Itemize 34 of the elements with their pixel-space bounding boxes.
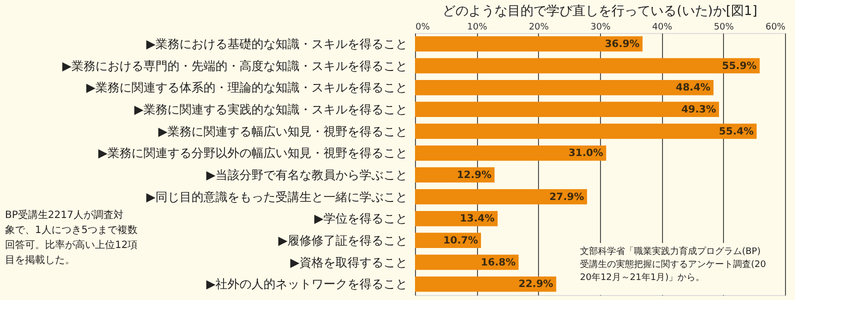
data-label: 27.9%: [549, 192, 584, 203]
y-tick-label: ▶業務に関連する分野以外の幅広い知見・視野を得ること: [98, 146, 408, 160]
chart-title: どのような目的で学び直しを行っている(いた)か[図1]: [442, 4, 758, 19]
x-tick-label: 0%: [416, 22, 430, 32]
data-label: 48.4%: [676, 82, 710, 94]
x-tick-label: 60%: [765, 22, 786, 32]
y-tick-label: ▶業務に関連する体系的・理論的な知識・スキルを得ること: [86, 80, 408, 95]
annotation: 文部科学省「職業実践力育成プログラム(BP)受講生の実態把握に関するアンケート調査(2020年12月～21年1月)」から。: [580, 246, 766, 283]
y-tick-label: ▶当該分野で有名な教員から学ぶこと: [206, 168, 408, 182]
y-tick-label: ▶業務における基礎的な知識・スキルを得ること: [146, 36, 408, 51]
data-label: 49.3%: [681, 104, 716, 116]
y-tick-label: ▶資格を取得すること: [290, 255, 408, 270]
y-tick-label: ▶業務における専門的・先端的・高度な知識・スキルを得ること: [62, 58, 408, 73]
data-label: 36.9%: [604, 38, 640, 50]
data-label: 12.9%: [456, 170, 492, 181]
data-label: 55.4%: [718, 126, 754, 138]
y-tick-label: ▶学位を得ること: [314, 212, 408, 226]
x-tick-label: 20%: [528, 22, 550, 32]
data-label: 10.7%: [443, 235, 478, 246]
data-label: 55.9%: [722, 60, 757, 72]
x-tick-label: 50%: [714, 22, 734, 32]
x-tick-label: 30%: [590, 22, 611, 32]
y-tick-label: ▶業務に関連する幅広い知見・視野を得ること: [158, 124, 408, 138]
data-label: 31.0%: [568, 148, 604, 160]
data-label: 22.9%: [518, 279, 554, 290]
data-label: 16.8%: [480, 257, 516, 268]
text: BP受講生2217人が調査対象で、1人につき5つまで複数回答可。比率が高い上位12項目を掲載した。: [5, 209, 138, 266]
data-label: 13.4%: [460, 214, 495, 225]
y-tick-label: ▶業務に関連する実践的な知識・スキルを得ること: [134, 102, 408, 116]
x-tick-label: 40%: [652, 22, 673, 32]
x-tick-label: 10%: [467, 22, 488, 32]
y-tick-label: ▶履修修了証を得ること: [278, 233, 408, 248]
y-tick-label: ▶社外の人的ネットワークを得ること: [206, 277, 408, 292]
y-tick-label: ▶同じ目的意識をもった受講生と一緒に学ぶこと: [146, 190, 408, 204]
